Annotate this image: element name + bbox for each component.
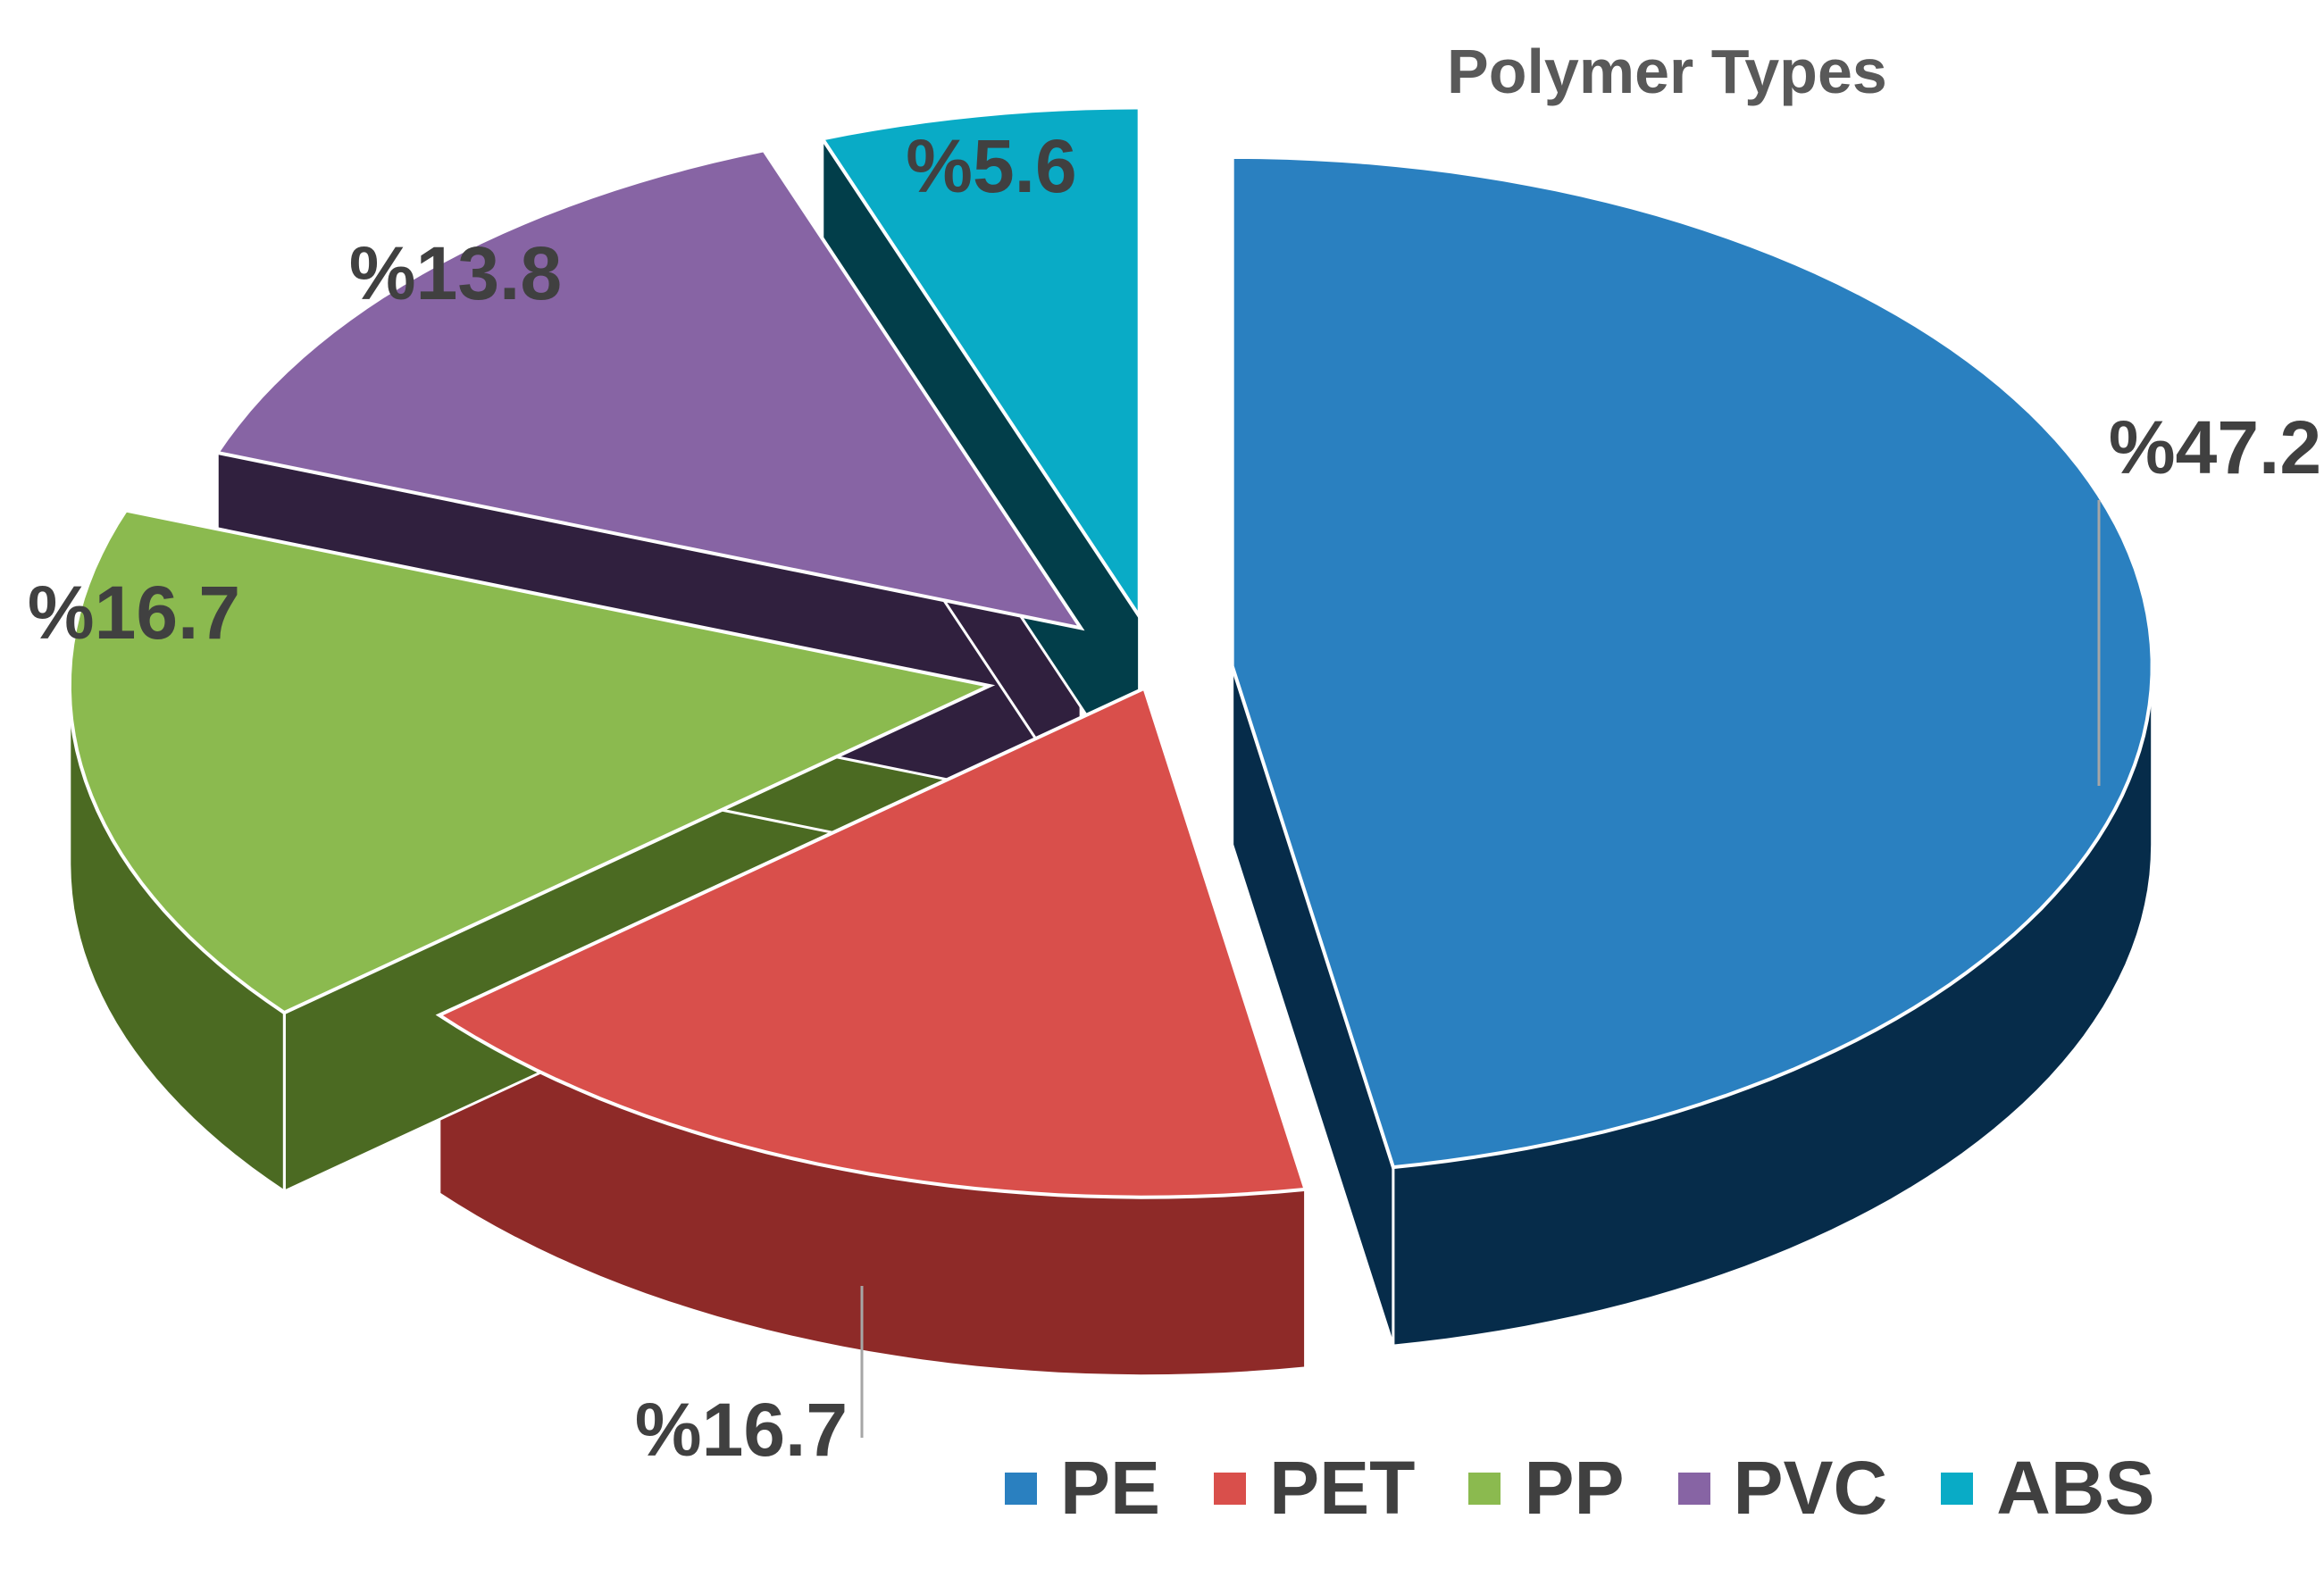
- legend-label-pp: PP: [1524, 1446, 1625, 1530]
- slice-pvc[interactable]: [213, 148, 1085, 631]
- legend-swatch-pe: [1005, 1472, 1037, 1505]
- legend-item-pvc: PVC: [1677, 1445, 1888, 1531]
- data-label-pp: %16.7: [28, 571, 240, 655]
- slice-pet[interactable]: [435, 685, 1308, 1199]
- data-label-pet: %16.7: [635, 1388, 848, 1472]
- slice-pe[interactable]: [1230, 154, 2154, 1170]
- legend-swatch-pvc: [1677, 1472, 1710, 1505]
- legend-swatch-abs: [1941, 1472, 1974, 1505]
- legend-label-pvc: PVC: [1733, 1446, 1888, 1530]
- slice-abs[interactable]: [819, 105, 1141, 623]
- legend-item-pp: PP: [1468, 1445, 1625, 1531]
- legend-label-pe: PE: [1060, 1446, 1161, 1530]
- data-label-pe: %47.2: [2109, 405, 2321, 489]
- data-label-pvc: %13.8: [349, 231, 562, 315]
- legend-label-pet: PET: [1269, 1446, 1416, 1530]
- legend: PE PET PP PVC ABS: [1005, 1445, 2209, 1531]
- legend-item-pe: PE: [1005, 1445, 1160, 1531]
- slice-pp[interactable]: [67, 508, 996, 1015]
- legend-label-abs: ABS: [1996, 1446, 2155, 1530]
- legend-item-abs: ABS: [1941, 1445, 2155, 1531]
- legend-swatch-pp: [1468, 1472, 1501, 1505]
- data-label-abs: %5.6: [906, 124, 1076, 208]
- chart-title: Polymer Types: [1447, 37, 1887, 106]
- legend-item-pet: PET: [1214, 1445, 1415, 1531]
- legend-swatch-pet: [1214, 1472, 1247, 1505]
